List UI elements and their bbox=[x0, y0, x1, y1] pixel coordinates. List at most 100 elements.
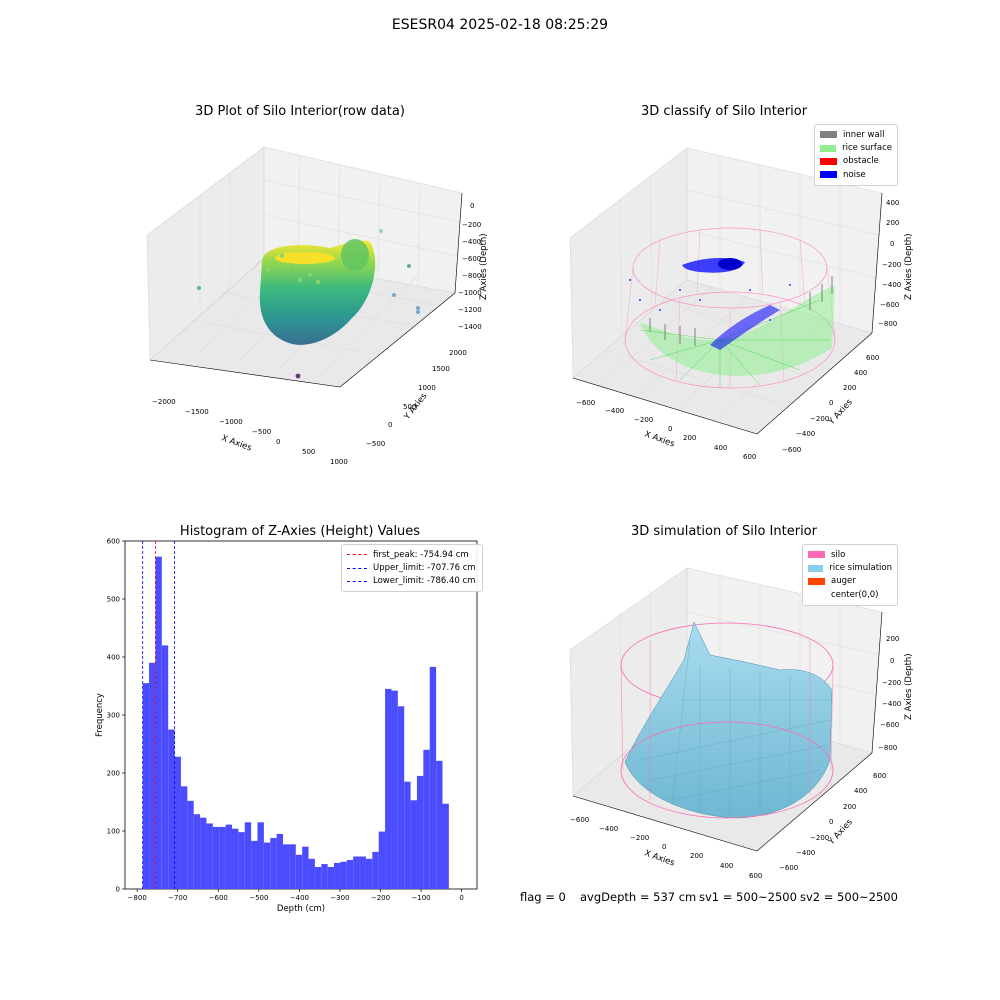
panel2-title: 3D classify of Silo Interior bbox=[640, 104, 808, 119]
legend-swatch-icon bbox=[808, 551, 825, 559]
p1-xtick: −1000 bbox=[219, 418, 243, 426]
p4-xlabel: X Axies bbox=[643, 848, 676, 868]
legend-label: Lower_limit: -786.40 cm bbox=[373, 576, 476, 587]
legend-line-icon bbox=[347, 567, 367, 569]
p1-ztick: −200 bbox=[462, 221, 481, 229]
histogram-bar bbox=[436, 760, 443, 889]
panel2-ticks: −600 −400 −200 0 200 400 600 −600 −400 −… bbox=[576, 199, 901, 461]
legend-label: silo bbox=[831, 549, 846, 560]
hist-ylabel: Frequency bbox=[95, 693, 105, 737]
histogram-bar bbox=[340, 861, 347, 889]
p2-ytick: −600 bbox=[782, 446, 801, 454]
p4-ztick: 200 bbox=[886, 635, 899, 643]
p4-ztick: −800 bbox=[878, 744, 897, 752]
histogram-bar bbox=[416, 775, 424, 889]
p4-xtick: −400 bbox=[599, 825, 618, 833]
histogram-bar bbox=[404, 781, 411, 889]
p4-ytick: 200 bbox=[843, 803, 856, 811]
histogram-bar bbox=[270, 837, 277, 889]
hist-xtick-label: 0 bbox=[459, 894, 463, 902]
legend-swatch-icon bbox=[808, 577, 825, 585]
legend-entry: rice simulation bbox=[808, 561, 892, 574]
histogram-bar bbox=[212, 826, 220, 889]
p2-xtick: −600 bbox=[576, 399, 595, 407]
p1-ztick: 0 bbox=[470, 202, 474, 210]
figure-title: ESESR04 2025-02-18 08:25:29 bbox=[391, 17, 609, 33]
p1-xtick: 1000 bbox=[330, 458, 348, 466]
p4-ztick: −600 bbox=[880, 721, 899, 729]
histogram-bar bbox=[180, 786, 188, 889]
histogram-bar bbox=[378, 831, 386, 889]
histogram-bar bbox=[423, 749, 430, 889]
p2-ztick: −600 bbox=[880, 301, 899, 309]
legend-entry: rice surface bbox=[820, 141, 892, 154]
legend-label: rice surface bbox=[842, 143, 892, 154]
histogram-legend: first_peak: -754.94 cm Upper_limit: -707… bbox=[341, 544, 483, 593]
histogram-bars bbox=[142, 556, 449, 889]
histogram-bar bbox=[289, 844, 296, 889]
histogram-bar bbox=[327, 866, 335, 889]
p1-ytick: 0 bbox=[388, 421, 392, 429]
histogram-vlines bbox=[142, 541, 175, 889]
p4-ytick: 400 bbox=[854, 787, 867, 795]
histogram-bar bbox=[174, 756, 181, 889]
panel2-axes3d bbox=[569, 147, 883, 435]
p4-xtick: −600 bbox=[570, 816, 589, 824]
p1-ytick: −500 bbox=[366, 440, 385, 448]
p1-ztick: −1400 bbox=[458, 323, 482, 331]
histogram-bar bbox=[225, 824, 232, 889]
histogram-bar bbox=[161, 645, 169, 889]
histogram-bar bbox=[155, 556, 162, 889]
legend-entry: first_peak: -754.94 cm bbox=[347, 548, 477, 561]
p2-xtick: 200 bbox=[683, 434, 696, 442]
histogram-bar bbox=[391, 690, 398, 889]
p2-ztick: 200 bbox=[886, 219, 899, 227]
hist-ytick-label: 600 bbox=[107, 538, 120, 546]
hist-xtick-label: −700 bbox=[168, 894, 187, 902]
legend-swatch-icon bbox=[808, 564, 824, 572]
p1-xtick: 500 bbox=[302, 448, 315, 456]
histogram-bar bbox=[244, 822, 252, 889]
p2-ytick: 200 bbox=[843, 384, 856, 392]
panel1-point-cloud bbox=[197, 229, 420, 379]
status-sv1: sv1 = 500~2500 bbox=[699, 890, 797, 904]
histogram-bar bbox=[206, 823, 213, 889]
hist-xtick-label: −300 bbox=[330, 894, 349, 902]
legend-label: rice simulation bbox=[829, 563, 892, 574]
histogram-bar bbox=[283, 844, 290, 889]
hist-xtick-label: −200 bbox=[371, 894, 390, 902]
histogram-bar bbox=[200, 817, 207, 889]
p2-ztick: −400 bbox=[882, 281, 901, 289]
histogram-bar bbox=[302, 846, 309, 889]
legend-entry: Upper_limit: -707.76 cm bbox=[347, 561, 477, 574]
p4-ytick: 0 bbox=[829, 818, 833, 826]
legend-label: inner wall bbox=[843, 129, 885, 140]
panel4-ticks: −600 −400 −200 0 200 400 600 −600 −400 −… bbox=[570, 635, 901, 880]
legend-entry: silo bbox=[808, 548, 892, 561]
panel4-title: 3D simulation of Silo Interior bbox=[631, 524, 817, 539]
p2-xtick: −400 bbox=[605, 407, 624, 415]
histogram-bar bbox=[372, 851, 379, 889]
histogram-bar bbox=[187, 800, 194, 889]
p2-zlabel: Z Axies (Depth) bbox=[904, 233, 914, 300]
p1-ytick: 2000 bbox=[449, 349, 467, 357]
legend-swatch-icon bbox=[820, 171, 837, 179]
histogram-bar bbox=[308, 858, 315, 889]
p4-ztick: −200 bbox=[882, 679, 901, 687]
histogram-bar bbox=[231, 828, 239, 889]
histogram-bar bbox=[314, 866, 322, 889]
hist-xtick-label: −800 bbox=[128, 894, 147, 902]
hist-ytick-label: 300 bbox=[107, 712, 120, 720]
legend-swatch-icon bbox=[820, 157, 837, 165]
histogram-bar bbox=[410, 800, 417, 889]
p1-ztick: −800 bbox=[462, 272, 481, 280]
panel2-point-cloud bbox=[624, 227, 836, 389]
p2-ztick: 400 bbox=[886, 199, 899, 207]
histogram-bar bbox=[193, 814, 201, 889]
legend-label: auger bbox=[831, 576, 856, 587]
hist-ytick-label: 0 bbox=[116, 886, 120, 894]
status-flag: flag = 0 bbox=[520, 890, 566, 904]
legend-label: first_peak: -754.94 cm bbox=[373, 549, 469, 560]
hist-xlabel: Depth (cm) bbox=[277, 904, 325, 914]
